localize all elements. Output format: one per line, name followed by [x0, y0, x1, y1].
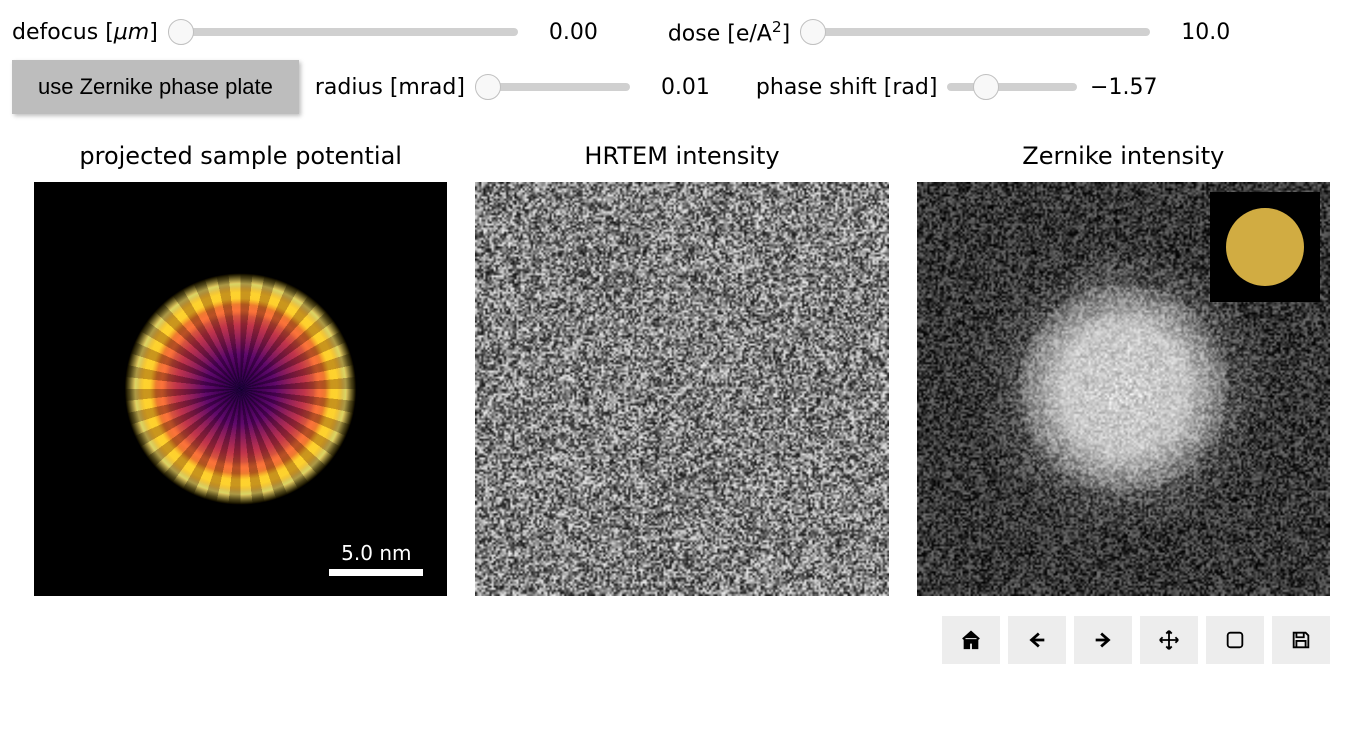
- zernike-inset-dot: [1226, 208, 1304, 286]
- defocus-unit: μm: [114, 20, 149, 45]
- controls-row-2: use Zernike phase plate radius [mrad] 0.…: [12, 60, 1348, 114]
- dose-value: 10.0: [1160, 20, 1230, 45]
- scale-bar-label: 5.0 nm: [341, 541, 411, 565]
- defocus-value: 0.00: [528, 20, 598, 45]
- hrtem-noise-canvas: [475, 182, 888, 595]
- phase-shift-control: phase shift [rad] −1.57: [756, 75, 1158, 100]
- defocus-control: defocus [μm] 0.00: [12, 20, 598, 45]
- phase-shift-slider[interactable]: [947, 83, 1077, 91]
- dose-label-sup: 2: [772, 18, 782, 36]
- pan-button[interactable]: [1140, 616, 1198, 664]
- dose-slider[interactable]: [800, 28, 1150, 36]
- home-icon: [960, 629, 982, 651]
- radius-control: radius [mrad] 0.01: [315, 75, 710, 100]
- figure-toolbar: [12, 616, 1348, 664]
- radius-slider[interactable]: [475, 83, 630, 91]
- defocus-slider[interactable]: [168, 28, 518, 36]
- zoom-rect-button[interactable]: [1206, 616, 1264, 664]
- scale-bar: 5.0 nm: [329, 541, 423, 576]
- dose-control: dose [e/A2] 10.0: [668, 18, 1230, 46]
- save-button[interactable]: [1272, 616, 1330, 664]
- scale-bar-line: [329, 569, 423, 576]
- forward-button[interactable]: [1074, 616, 1132, 664]
- zernike-toggle-button[interactable]: use Zernike phase plate: [12, 60, 299, 114]
- panel-zernike: Zernike intensity: [917, 142, 1330, 595]
- hrtem-image: [475, 182, 888, 595]
- arrow-left-icon: [1026, 629, 1048, 651]
- zernike-image: [917, 182, 1330, 595]
- panel-potential: projected sample potential 5.0 nm: [34, 142, 447, 595]
- move-icon: [1158, 629, 1180, 651]
- save-icon: [1290, 629, 1312, 651]
- panel-hrtem: HRTEM intensity: [475, 142, 888, 595]
- panel-hrtem-title: HRTEM intensity: [584, 142, 779, 170]
- radius-value: 0.01: [640, 75, 710, 100]
- controls-row-1: defocus [μm] 0.00 dose [e/A2] 10.0: [12, 18, 1348, 46]
- panel-zernike-title: Zernike intensity: [1022, 142, 1224, 170]
- home-button[interactable]: [942, 616, 1000, 664]
- panel-potential-title: projected sample potential: [79, 142, 402, 170]
- phase-shift-label: phase shift [rad]: [756, 75, 938, 100]
- defocus-label-post: ]: [149, 20, 158, 45]
- defocus-label: defocus [μm]: [12, 20, 158, 45]
- potential-image: 5.0 nm: [34, 182, 447, 595]
- defocus-label-pre: defocus [: [12, 20, 114, 45]
- back-button[interactable]: [1008, 616, 1066, 664]
- square-icon: [1224, 629, 1246, 651]
- zernike-inset: [1210, 192, 1320, 302]
- potential-render: [34, 182, 447, 595]
- dose-label-post: ]: [782, 21, 791, 46]
- phase-shift-value: −1.57: [1087, 75, 1157, 100]
- arrow-right-icon: [1092, 629, 1114, 651]
- figure-row: projected sample potential 5.0 nm HRTEM …: [12, 142, 1348, 595]
- dose-label: dose [e/A2]: [668, 18, 790, 46]
- dose-label-pre: dose [e/A: [668, 21, 772, 46]
- radius-label: radius [mrad]: [315, 75, 465, 100]
